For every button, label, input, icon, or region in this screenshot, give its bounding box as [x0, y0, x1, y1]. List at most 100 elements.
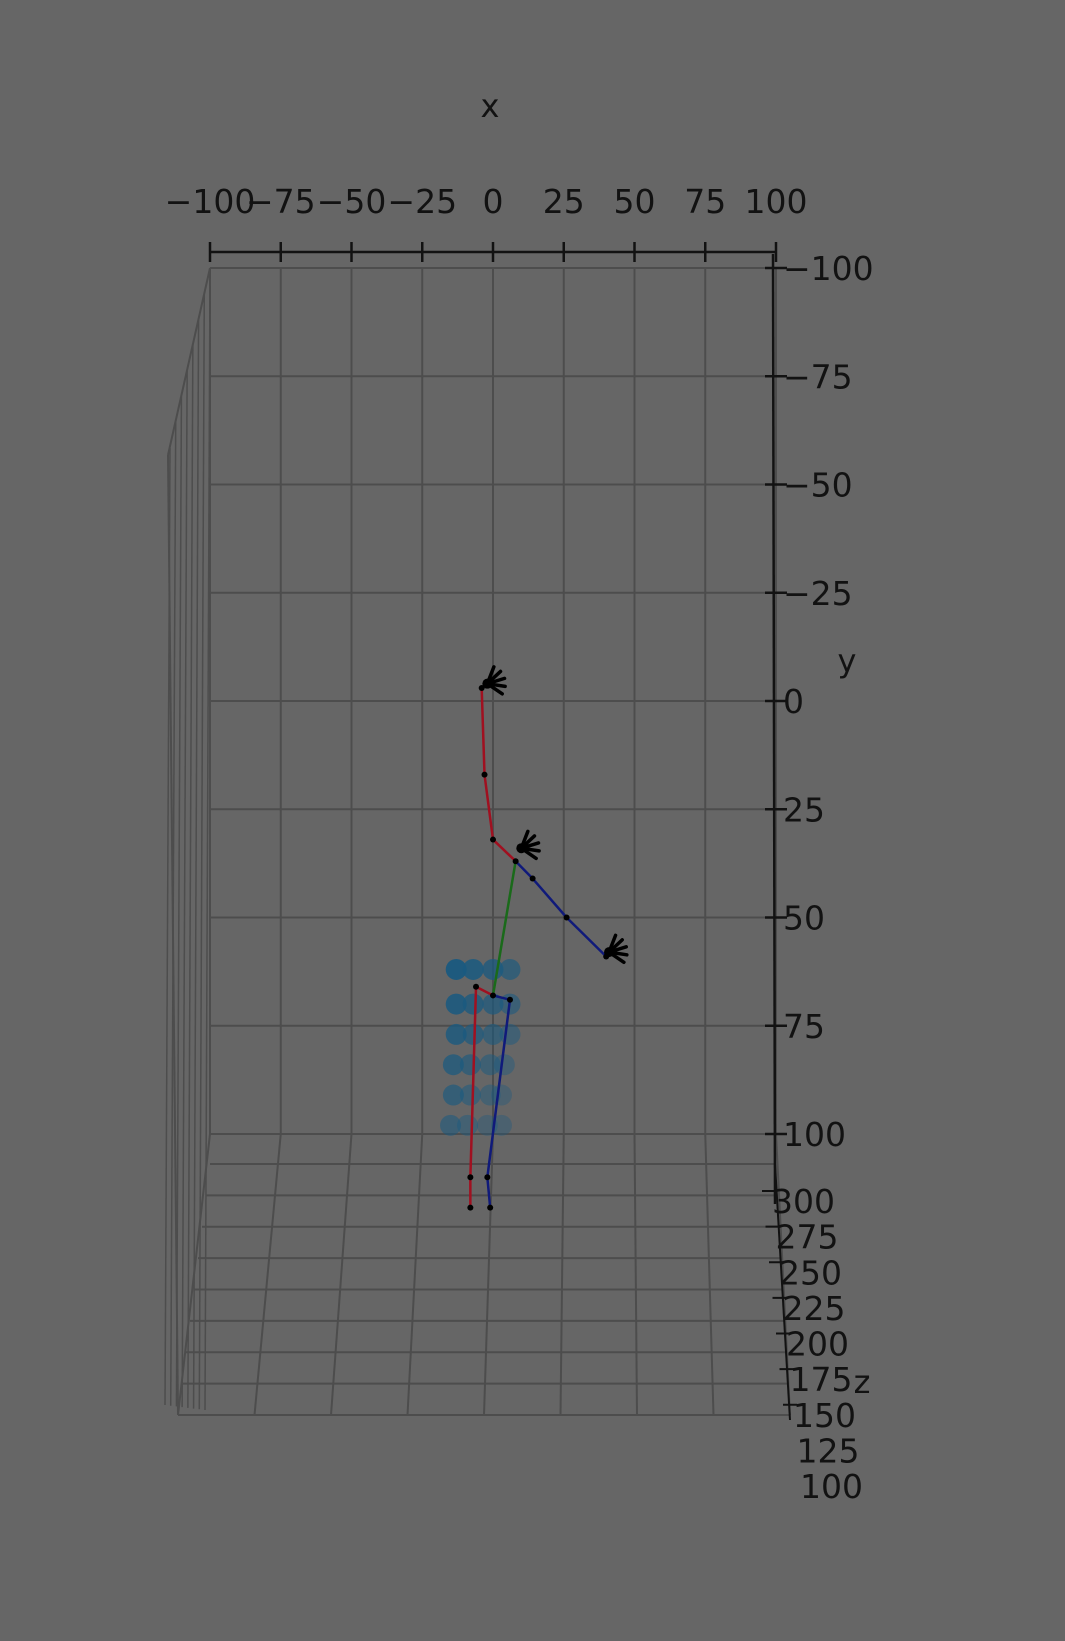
- marker-point: [479, 1054, 501, 1076]
- marker-point: [459, 1084, 481, 1106]
- x-tick-label: −50: [317, 182, 387, 221]
- left-hand: [482, 665, 507, 696]
- y-tick-label: −50: [783, 466, 853, 505]
- y-tick-label: 100: [783, 1115, 846, 1154]
- y-tick-label: −100: [783, 249, 874, 288]
- skeleton-bone: [565, 916, 608, 958]
- z-tick-label: 150: [793, 1396, 856, 1435]
- x-tick-label: 100: [745, 182, 808, 221]
- right-hand-lower: [604, 933, 629, 965]
- marker-point: [499, 958, 521, 980]
- skeleton-bone: [514, 859, 534, 880]
- grid-line-z-wall: [204, 267, 211, 1411]
- skeleton-bone: [483, 773, 495, 841]
- skeleton-joint-l-shoulder: [490, 836, 496, 843]
- grid-layer: [164, 267, 791, 1416]
- skeleton-bone: [491, 859, 517, 997]
- hand-palm: [604, 947, 615, 958]
- x-tick-label: −25: [387, 182, 457, 221]
- x-tick-label: −75: [246, 182, 316, 221]
- z-tick-label: 100: [800, 1467, 863, 1506]
- marker-point: [440, 1114, 462, 1136]
- y-tick-label: 25: [783, 790, 825, 829]
- skeleton-bone: [486, 1176, 492, 1209]
- z-tick-label: 175: [790, 1360, 853, 1399]
- hand-palm: [482, 678, 493, 689]
- marker-point: [490, 1084, 512, 1106]
- skeleton-layer: [467, 665, 629, 1211]
- hand-palm: [516, 843, 527, 854]
- skeleton-joint-r-knee: [484, 1174, 491, 1181]
- y-tick-label: 75: [783, 1007, 825, 1046]
- z-axis-label: z: [854, 1363, 871, 1401]
- marker-point: [459, 1054, 481, 1076]
- grid-line-z-wall: [198, 293, 206, 1410]
- x-tick-label: 25: [543, 182, 585, 221]
- marker-point: [462, 1023, 484, 1045]
- skeleton-bone: [486, 998, 512, 1179]
- skeleton-joint-neck: [512, 858, 519, 865]
- z-tick-label: 200: [786, 1325, 849, 1364]
- marker-point: [482, 993, 504, 1015]
- marker-point: [479, 1084, 501, 1106]
- marker-point: [482, 1023, 504, 1045]
- grid-floor-line-x: [177, 1133, 211, 1416]
- marker-point: [462, 958, 484, 980]
- x-tick-label: 75: [684, 182, 726, 221]
- grid-line-z-wall: [187, 345, 194, 1408]
- skeleton-bone: [480, 686, 486, 776]
- z-axis-line: [774, 1163, 791, 1421]
- grid-floor-line-x: [633, 1133, 638, 1416]
- markers-layer: [440, 958, 521, 1136]
- x-axis-label: x: [481, 87, 500, 125]
- grid-floor-line-x: [406, 1133, 424, 1416]
- marker-point: [445, 1023, 467, 1045]
- grid-floor-line-x: [483, 1133, 494, 1416]
- z-tick-label: 275: [776, 1218, 839, 1257]
- skeleton-joint-r-hip: [506, 996, 513, 1003]
- axis-layer: −100−75 −50 −25 0 25 50 75 100−100−75−50−250255…: [165, 182, 874, 1506]
- grid-floor-line-x: [253, 1133, 282, 1416]
- skeleton-joint-l-ankle: [467, 1204, 474, 1211]
- marker-point: [442, 1084, 464, 1106]
- skeleton-joint-l-elbow: [481, 771, 488, 778]
- skeleton-bone: [531, 877, 568, 919]
- y-tick-label: 50: [783, 899, 825, 938]
- marker-point: [462, 993, 484, 1015]
- skeleton-joint-l-wrist: [478, 685, 485, 692]
- marker-point: [490, 1114, 512, 1136]
- y-axis-line: [771, 253, 777, 1205]
- right-hand-upper: [516, 829, 541, 861]
- z-tick-label: 125: [797, 1431, 860, 1470]
- skeleton-joint-r-elbow: [563, 914, 570, 921]
- y-tick-label: −25: [783, 574, 853, 613]
- x-tick-label: 0: [483, 182, 504, 221]
- x-tick-label: 50: [614, 182, 656, 221]
- marker-point: [442, 1054, 464, 1076]
- x-tick-label: −100: [165, 182, 256, 221]
- skeleton-joint-l-hip: [473, 983, 480, 990]
- skeleton-joint-pelvis: [490, 992, 496, 999]
- grid-line-z-wall: [181, 370, 188, 1408]
- marker-point: [457, 1114, 479, 1136]
- marker-point: [499, 1023, 521, 1045]
- skeleton-bone: [469, 985, 478, 1179]
- grid-floor-line-x: [330, 1133, 353, 1416]
- z-tick-label: 300: [772, 1182, 835, 1221]
- marker-point: [445, 958, 467, 980]
- skeleton-joint-r-ankle: [487, 1204, 494, 1211]
- z-tick-label: 225: [783, 1289, 846, 1328]
- grid-line-z-wall: [175, 396, 183, 1407]
- skeleton-joint-r-shoulder: [529, 875, 536, 882]
- grid-floor-line-x: [559, 1133, 565, 1416]
- grid-wall-edge: [167, 267, 211, 456]
- skeleton-bone: [491, 838, 517, 863]
- grid-floor-line-x: [704, 1133, 715, 1416]
- y-tick-label: 0: [783, 682, 804, 721]
- y-axis-label: y: [838, 642, 857, 680]
- grid-line-z-wall: [192, 319, 200, 1409]
- z-tick-label: 250: [779, 1253, 842, 1292]
- marker-point: [445, 993, 467, 1015]
